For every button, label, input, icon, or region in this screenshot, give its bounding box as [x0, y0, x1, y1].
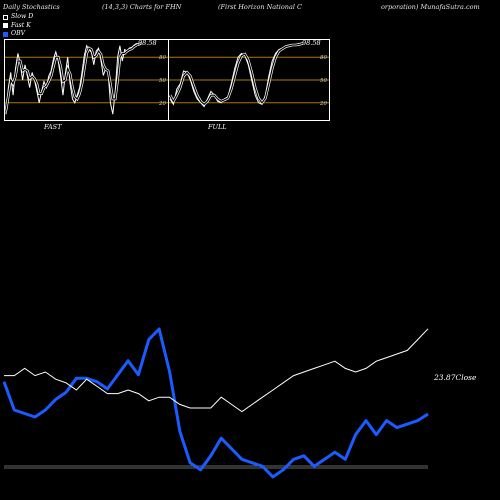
fast-last-value-label: 98.58 — [138, 39, 157, 47]
full-last-value-label: 98.58 — [302, 39, 321, 47]
full-tick-label-50: 50 — [320, 78, 327, 84]
legend-item-fast-k: Fast K — [3, 22, 33, 31]
full-tick-label-20: 20 — [319, 101, 327, 107]
fast-slow-d-line — [5, 42, 142, 111]
legend-swatch-slow-d — [3, 14, 8, 20]
obv-price-panel: 23.87Close — [2, 327, 477, 479]
legend-label-fast-k: Fast K — [11, 21, 31, 29]
close-annotation: 23.87Close — [433, 373, 477, 382]
obv-series-line — [2, 327, 429, 479]
company-name-part1: (First Horizon National C — [218, 3, 302, 11]
company-name-part2: orporation) MunafaSutra.com — [381, 3, 480, 11]
legend-label-obv: OBV — [11, 30, 26, 38]
fast-fast-k-line — [5, 42, 142, 115]
full-panel-label: FULL — [208, 123, 227, 131]
legend-label-slow-d: Slow D — [11, 13, 34, 20]
legend-swatch-obv — [3, 31, 8, 37]
chart-params: (14,3,3) Charts for FHN — [102, 3, 182, 11]
full-tick-label-80: 80 — [320, 55, 327, 61]
fast-panel-label: FAST — [44, 123, 62, 131]
full-slow-d-line — [169, 42, 303, 106]
close-price-line — [4, 328, 429, 413]
legend: Slow D Fast K OBV — [3, 13, 33, 39]
fast-tick-label-80: 80 — [159, 55, 166, 61]
full-stochastic-panel: 80 50 20 98.58 — [168, 39, 330, 121]
legend-item-obv: OBV — [3, 30, 33, 39]
fast-tick-label-20: 20 — [158, 101, 166, 107]
fast-tick-label-50: 50 — [159, 78, 166, 84]
legend-item-slow-d: Slow D — [3, 13, 33, 22]
chart-title: Daily Stochastics — [3, 3, 60, 11]
fast-stochastic-panel: 80 50 20 98.58 — [4, 39, 169, 121]
legend-swatch-fast-k — [3, 23, 8, 29]
